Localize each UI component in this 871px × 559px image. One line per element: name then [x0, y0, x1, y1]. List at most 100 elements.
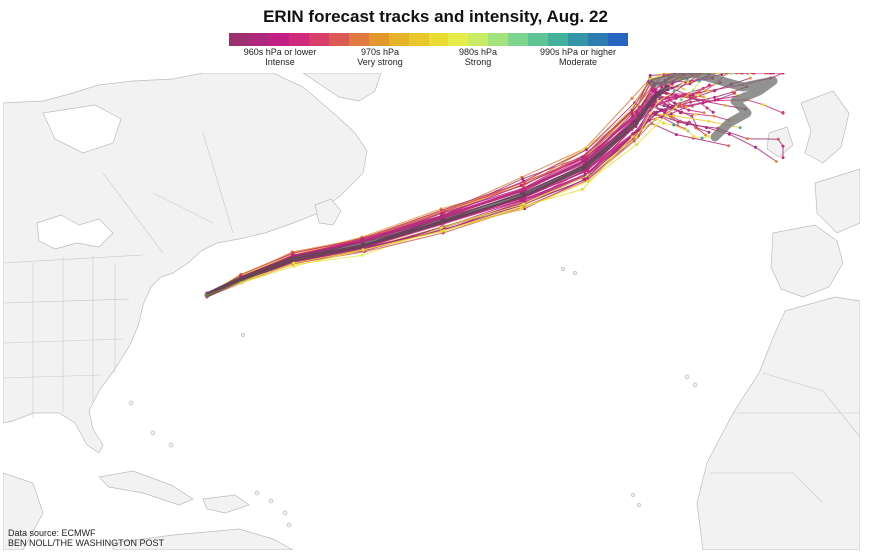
ensemble-track-point: [292, 261, 296, 265]
ensemble-track-point: [630, 108, 634, 112]
ensemble-track-point: [586, 179, 590, 183]
state-borders: [3, 132, 234, 418]
ensemble-track-point: [679, 111, 683, 115]
ensemble-track-point: [740, 73, 744, 75]
official-forecast-track: [648, 73, 778, 142]
ensemble-track-point: [696, 93, 700, 97]
ensemble-track-point: [686, 80, 690, 84]
ensemble-track-point: [662, 104, 666, 108]
ensemble-track-point: [669, 112, 673, 116]
color-scale-swatch: [528, 33, 549, 46]
map-title: ERIN forecast tracks and intensity, Aug.…: [263, 7, 608, 26]
color-scale-swatch: [368, 33, 389, 46]
ensemble-track-point: [725, 73, 729, 75]
legend-label-moderate: 990s hPa or higher Moderate: [539, 47, 617, 67]
ensemble-track-point: [690, 114, 694, 118]
color-scale-swatch: [448, 33, 469, 46]
ensemble-track-point: [580, 187, 584, 191]
ensemble-track-point: [648, 74, 652, 77]
atlantic-islands: [561, 267, 698, 507]
byline-text: BEN NOLL/THE WASHINGTON POST: [8, 538, 165, 548]
color-scale-swatch: [508, 33, 529, 46]
greenland-landmass: [302, 73, 382, 102]
ensemble-track-point: [774, 160, 778, 163]
south-america: [112, 528, 294, 550]
ensemble-track-point: [361, 248, 365, 252]
ensemble-track-point: [747, 73, 751, 75]
ensemble-track-line: [206, 73, 731, 296]
ensemble-track-point: [705, 106, 709, 110]
color-scale-swatch: [288, 33, 309, 46]
ensemble-track-point: [651, 104, 655, 108]
color-scale-swatch: [568, 33, 589, 46]
ensemble-track-point: [668, 98, 672, 102]
ensemble-track-point: [648, 111, 652, 115]
africa-landmass: [696, 296, 860, 550]
ensemble-track-point: [682, 87, 686, 91]
cuba: [98, 470, 194, 506]
ensemble-track-point: [672, 123, 676, 127]
ensemble-track-point: [776, 137, 780, 141]
ensemble-track-point: [521, 188, 525, 192]
ensemble-track-point: [674, 105, 678, 109]
ensemble-track-point: [781, 73, 785, 75]
ensemble-track-point: [655, 117, 658, 120]
ensemble-track-point: [686, 129, 690, 133]
ensemble-track-point: [722, 73, 726, 75]
ensemble-track-point: [664, 113, 668, 117]
ensemble-track-point: [713, 89, 717, 93]
ensemble-track-point: [666, 96, 669, 100]
credits: Data source: ECMWF BEN NOLL/THE WASHINGT…: [8, 528, 164, 548]
ensemble-track-point: [655, 110, 659, 114]
ensemble-track-point: [727, 132, 731, 136]
ensemble-track-point: [632, 139, 636, 143]
ensemble-track-point: [689, 100, 693, 104]
iberia-landmass: [770, 224, 844, 298]
ensemble-track-point: [685, 105, 688, 109]
ensemble-track-point: [694, 112, 698, 116]
ensemble-track-point: [519, 207, 523, 211]
ensemble-track-point: [582, 159, 585, 163]
map-canvas: [3, 73, 860, 550]
ensemble-track-point: [631, 115, 635, 118]
color-scale-swatch: [408, 33, 429, 46]
hispaniola: [202, 494, 250, 514]
france-landmass: [814, 168, 860, 234]
ensemble-track-point: [711, 110, 715, 114]
ensemble-track-point: [748, 76, 752, 80]
forecast-map: [3, 73, 860, 550]
ensemble-track-point: [730, 73, 734, 75]
central-america: [3, 472, 44, 550]
ensemble-track-point: [713, 98, 717, 102]
ensemble-track-point: [705, 89, 709, 93]
ensemble-track-point: [707, 130, 711, 134]
ensemble-track-point: [522, 180, 526, 184]
legend-label-strong: 980s hPa Strong: [458, 47, 498, 67]
ensemble-track-point: [733, 91, 736, 95]
color-scale-swatch: [229, 33, 249, 46]
ensemble-track-point: [762, 103, 766, 107]
ensemble-track-point: [769, 73, 773, 75]
ensemble-track-point: [653, 124, 657, 128]
color-scale-swatch: [428, 33, 449, 46]
ensemble-track-point: [781, 111, 785, 114]
color-scale-swatch: [388, 33, 409, 46]
intensity-legend-labels: 960s hPa or lower Intense 970s hPa Very …: [0, 47, 871, 71]
ensemble-track-point: [781, 144, 785, 148]
ensemble-track-point: [673, 101, 677, 105]
color-scale-swatch: [328, 33, 349, 46]
great-britain: [800, 90, 850, 164]
ensemble-track-point: [292, 264, 296, 268]
ensemble-track-point: [688, 82, 692, 86]
ensemble-track-point: [723, 103, 727, 107]
ensemble-track-point: [647, 118, 651, 122]
ensemble-track-point: [702, 111, 706, 115]
ensemble-track-point: [720, 73, 724, 76]
ensemble-track-point: [581, 155, 584, 159]
ensemble-track-point: [441, 209, 445, 213]
ensemble-track-point: [440, 211, 444, 215]
ensemble-track-point: [521, 177, 525, 181]
ensemble-track-point: [685, 122, 689, 126]
ensemble-track-point: [678, 104, 682, 107]
ensemble-track-point: [707, 134, 710, 138]
